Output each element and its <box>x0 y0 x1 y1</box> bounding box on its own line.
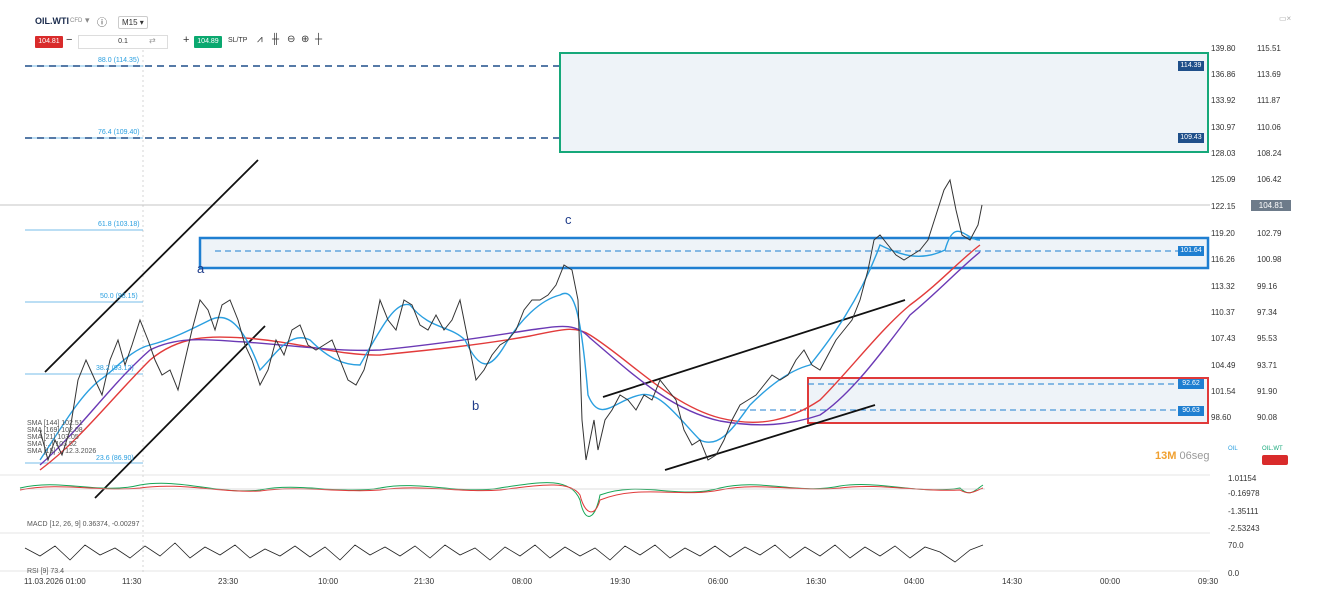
resistance-zone-green <box>559 52 1209 153</box>
fib-label-50: 50.0 (98.15) <box>100 293 138 300</box>
buy-button[interactable]: 104.89 <box>194 36 222 48</box>
sma-legend: SMA [144] 102.51 SMA [169] 102.08 SMA [2… <box>27 420 96 455</box>
fibonacci-levels <box>25 65 143 464</box>
fib-label-764: 76.4 (109.40) <box>98 129 140 136</box>
symbol-dropdown-icon[interactable]: ▾ <box>85 15 90 25</box>
time-label: 23:30 <box>218 577 239 586</box>
time-label: 11.03.2026 01:00 <box>24 577 86 586</box>
fib-label-618: 61.8 (103.18) <box>98 221 140 228</box>
time-label: 00:00 <box>1100 577 1121 586</box>
sma-legend-5[interactable]: SMA [15] ... 12.3.2026 <box>27 448 97 455</box>
time-label: 04:00 <box>904 577 925 586</box>
macd-panel <box>19 482 985 517</box>
zoom-out-icon[interactable]: ⊖ <box>287 34 296 45</box>
macd-axis-1: 1.01154 <box>1228 474 1257 483</box>
chart-toolbar: OIL.WTI CFD ▾ ⓘ M15 ▾ ▭× <box>0 0 1327 34</box>
symbol-name[interactable]: OIL.WTI <box>35 16 69 26</box>
level-tag-lower-1: 92.62 <box>1178 379 1204 389</box>
wave-label-c: c <box>565 212 572 227</box>
wave-label-a: a <box>197 261 205 276</box>
level-tag-upper-2: 109.43 <box>1178 133 1204 143</box>
wave-label-b: b <box>472 398 480 413</box>
macd-legend[interactable]: MACD [12, 26, 9] 0.36374, -0.00297 <box>27 521 140 528</box>
macd-axis-2: -0.16978 <box>1228 489 1260 498</box>
supply-zone-blue <box>198 236 1210 270</box>
sltp-button[interactable]: SL/TP <box>228 37 248 44</box>
info-icon[interactable]: ⓘ <box>97 18 107 29</box>
current-price-tag: 104.81 <box>1251 200 1291 211</box>
time-label: 16:30 <box>806 577 827 586</box>
time-label: 19:30 <box>610 577 631 586</box>
sma-legend-3[interactable]: SMA [21] 103.05 <box>27 434 79 441</box>
fib-label-382: 38.2 (93.12) <box>96 365 134 372</box>
legend-oil[interactable]: OIL <box>1228 446 1238 452</box>
rsi-axis-1: 70.0 <box>1228 541 1244 550</box>
volume-input[interactable]: 0.1 <box>78 35 168 49</box>
time-label: 11:30 <box>122 577 142 586</box>
trend-lines <box>44 159 906 499</box>
volume-increase-button[interactable]: + <box>183 34 190 46</box>
crosshair-icon[interactable]: ┼ <box>315 34 323 45</box>
sell-button[interactable]: 104.81 <box>35 36 63 48</box>
fib-label-88: 88.0 (114.35) <box>98 57 140 64</box>
zoom-in-icon[interactable]: ⊕ <box>301 34 310 45</box>
level-tag-upper-1: 114.39 <box>1178 61 1204 71</box>
demand-zone-red <box>807 377 1209 424</box>
level-tag-zone: 101.64 <box>1178 246 1204 256</box>
candle-countdown: 13M 06seg <box>1155 450 1210 462</box>
sma-legend-1[interactable]: SMA [144] 102.51 <box>27 420 83 427</box>
level-tag-lower-2: 90.63 <box>1178 406 1204 416</box>
time-label: 09:30 <box>1198 577 1219 586</box>
volume-decrease-button[interactable]: − <box>66 34 73 46</box>
macd-axis-4: -2.53243 <box>1228 524 1260 533</box>
time-label: 06:00 <box>708 577 729 586</box>
time-label: 10:00 <box>318 577 339 586</box>
time-label: 21:30 <box>414 577 435 586</box>
sma-legend-4[interactable]: SMA [...] 103.52 <box>27 441 77 448</box>
legend-close-badge[interactable] <box>1262 455 1288 465</box>
moving-averages <box>39 230 981 471</box>
time-label: 14:30 <box>1002 577 1023 586</box>
sma-legend-2[interactable]: SMA [169] 102.08 <box>27 427 83 434</box>
macd-axis-3: -1.35111 <box>1228 507 1259 516</box>
fib-label-236: 23.6 (86.90) <box>96 455 134 462</box>
timeframe-select[interactable]: M15 ▾ <box>118 16 148 29</box>
window-controls-icon[interactable]: ▭× <box>1279 14 1292 23</box>
rsi-line <box>24 542 984 563</box>
line-chart-icon[interactable]: ⩘ <box>257 34 263 45</box>
rsi-legend[interactable]: RSI [9] 73.4 <box>27 568 64 575</box>
candles <box>39 178 983 462</box>
candles-icon[interactable]: ╫ <box>272 34 280 45</box>
symbol-type: CFD <box>70 18 83 24</box>
legend-oil-wt[interactable]: OIL.WT <box>1262 446 1283 452</box>
time-label: 08:00 <box>512 577 533 586</box>
rsi-axis-2: 0.0 <box>1228 569 1240 578</box>
swap-icon[interactable]: ⇄ <box>149 36 156 45</box>
